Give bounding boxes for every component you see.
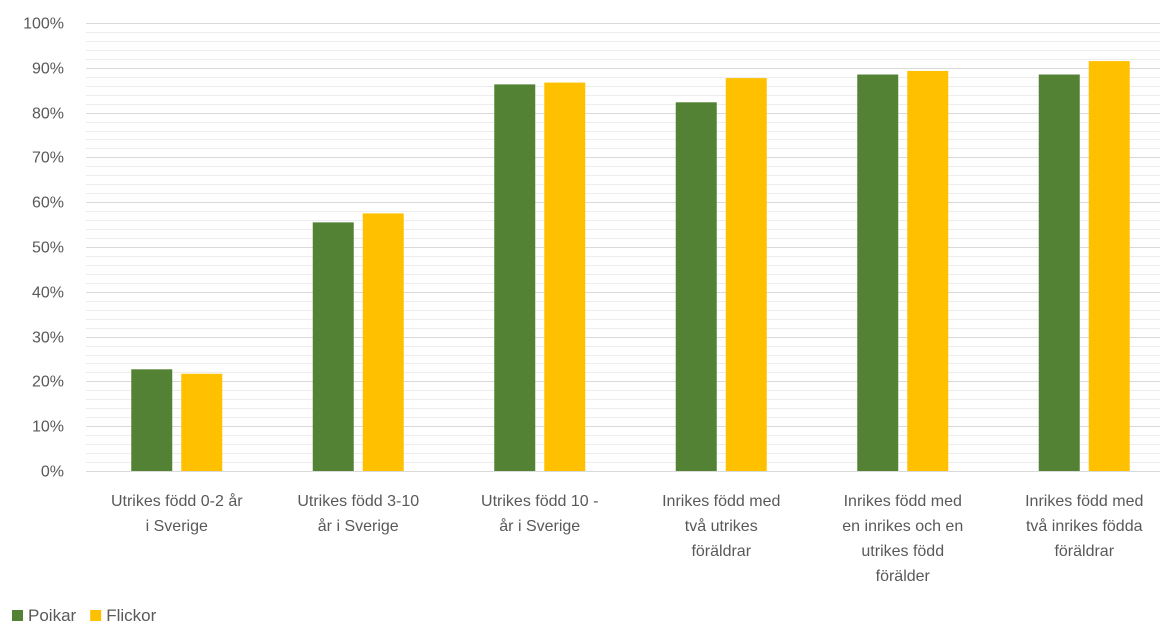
x-category-label: föräldrar: [1054, 543, 1114, 560]
x-category-label: år i Sverige: [318, 517, 399, 535]
legend-swatch-flickor: [90, 610, 102, 621]
x-category-label: i Sverige: [146, 518, 208, 535]
y-tick-label: 100%: [23, 16, 64, 33]
y-tick-label: 20%: [32, 374, 64, 391]
bar-flickor-2: [362, 213, 404, 471]
y-tick-label: 60%: [32, 195, 64, 212]
bar-poikar-3: [494, 84, 536, 471]
legend-label-poikar: Poikar: [28, 606, 77, 625]
x-category-label: Utrikes född 10 -: [481, 493, 598, 510]
gridlines: [86, 23, 1160, 472]
bar-flickor-3: [544, 82, 586, 472]
y-axis-tick-labels: 0% 10% 20% 30% 40% 50% 60% 70% 80% 90% 100%: [23, 16, 64, 481]
bar-poikar-2: [312, 222, 354, 471]
x-axis-category-labels: Utrikes född 0-2 år i Sverige Utrikes född…: [111, 492, 1143, 585]
bars: [131, 61, 1130, 472]
y-tick-label: 30%: [32, 330, 64, 347]
bar-poikar-5: [857, 74, 899, 472]
y-tick-label: 10%: [32, 419, 64, 436]
legend: Poikar Flickor: [12, 606, 157, 625]
bar-flickor-4: [725, 78, 767, 471]
legend-label-flickor: Flickor: [106, 606, 156, 625]
x-category-label: Inrikes född med: [662, 493, 780, 510]
y-tick-label: 90%: [32, 61, 64, 78]
y-tick-label: 40%: [32, 285, 64, 302]
x-category-label: Inrikes född med: [844, 493, 962, 510]
x-category-label: Inrikes född med: [1025, 493, 1143, 510]
x-category-label: år i Sverige: [499, 517, 580, 535]
bar-poikar-4: [675, 102, 717, 472]
x-category-label: förälder: [876, 568, 931, 585]
y-tick-label: 0%: [41, 464, 64, 481]
y-tick-label: 70%: [32, 150, 64, 167]
x-category-label: en inrikes och en: [842, 518, 963, 535]
y-tick-label: 50%: [32, 240, 64, 257]
y-tick-label: 80%: [32, 106, 64, 123]
bar-flickor-1: [181, 373, 223, 471]
bar-flickor-5: [907, 70, 949, 471]
x-category-label: föräldrar: [691, 543, 751, 560]
x-category-label: Utrikes född 3-10: [297, 493, 419, 510]
bar-poikar-1: [131, 369, 173, 471]
bar-flickor-6: [1088, 61, 1130, 472]
legend-swatch-poikar: [12, 610, 23, 621]
x-category-label: utrikes född: [861, 543, 944, 560]
x-category-label: Utrikes född 0-2 år: [111, 492, 243, 510]
x-category-label: två utrikes: [685, 517, 758, 535]
bar-poikar-6: [1038, 74, 1080, 472]
x-category-label: två inrikes födda: [1026, 517, 1143, 535]
